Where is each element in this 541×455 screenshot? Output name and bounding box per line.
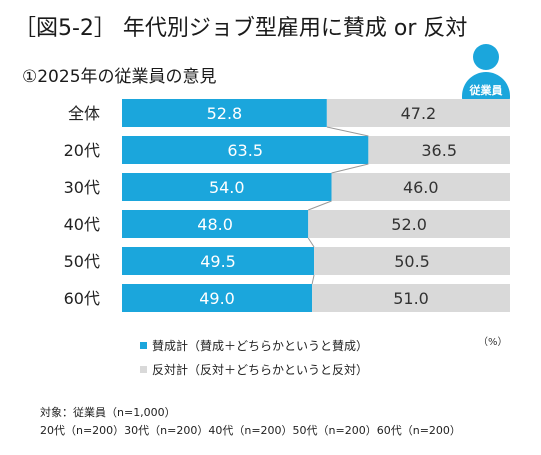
legend-item-agree: 賛成計（賛成＋どちらかというと賛成） (140, 337, 368, 354)
bar-disagree (368, 136, 510, 164)
bar-disagree (314, 247, 510, 275)
bar-agree (122, 210, 309, 238)
value-label-disagree: 52.0 (391, 215, 427, 234)
value-label-disagree: 47.2 (401, 104, 437, 123)
bar-disagree (308, 210, 510, 238)
value-label-agree: 54.0 (209, 178, 245, 197)
bar-agree (122, 136, 369, 164)
category-label: 30代 (64, 178, 100, 197)
value-label-disagree: 51.0 (393, 289, 429, 308)
sample-breakdown-note: 20代（n=200）30代（n=200）40代（n=200）50代（n=200）… (40, 424, 461, 437)
category-label: 60代 (64, 289, 100, 308)
connector-line (307, 237, 315, 248)
stacked-bar-chart: 全体 52.8 47.2 20代 63.5 36.5 30代 54.0 46.0 40代 48.0 5… (64, 99, 510, 312)
value-label-disagree: 50.5 (394, 252, 430, 271)
legend-swatch-agree (140, 342, 147, 349)
bar-agree (122, 247, 315, 275)
value-label-agree: 52.8 (207, 104, 243, 123)
legend-label-disagree: 反対計（反対＋どちらかというと反対） (152, 363, 369, 377)
unit-label: （%） (478, 337, 508, 348)
bar-disagree (331, 173, 510, 201)
value-label-agree: 63.5 (227, 141, 263, 160)
chart-title: ［図5-2］ 年代別ジョブ型雇用に賛成 or 反対 (14, 16, 468, 41)
connector-line (331, 163, 369, 174)
legend-item-disagree: 反対計（反対＋どちらかというと反対） (140, 361, 368, 378)
bar-agree (122, 173, 332, 201)
legend-swatch-disagree (140, 366, 147, 373)
employee-badge-label: 従業員 (469, 84, 503, 97)
category-label: 20代 (64, 141, 100, 160)
value-label-disagree: 36.5 (421, 141, 457, 160)
value-label-agree: 49.5 (200, 252, 236, 271)
sample-note: 対象：従業員（n=1,000） (40, 406, 176, 419)
category-label: 40代 (64, 215, 100, 234)
bar-agree (122, 99, 327, 127)
bar-disagree (326, 99, 510, 127)
person-head-shape (473, 44, 499, 70)
connector-line (308, 200, 332, 211)
connector-line (311, 274, 315, 285)
chart-subtitle: ①2025年の従業員の意見 (22, 67, 217, 87)
legend-label-agree: 賛成計（賛成＋どちらかというと賛成） (152, 339, 369, 353)
value-label-disagree: 46.0 (403, 178, 439, 197)
connector-line (326, 126, 369, 137)
value-label-agree: 49.0 (199, 289, 235, 308)
category-label: 全体 (68, 104, 100, 123)
category-label: 50代 (64, 252, 100, 271)
value-label-agree: 48.0 (197, 215, 233, 234)
bar-disagree (312, 284, 510, 312)
bar-agree (122, 284, 313, 312)
